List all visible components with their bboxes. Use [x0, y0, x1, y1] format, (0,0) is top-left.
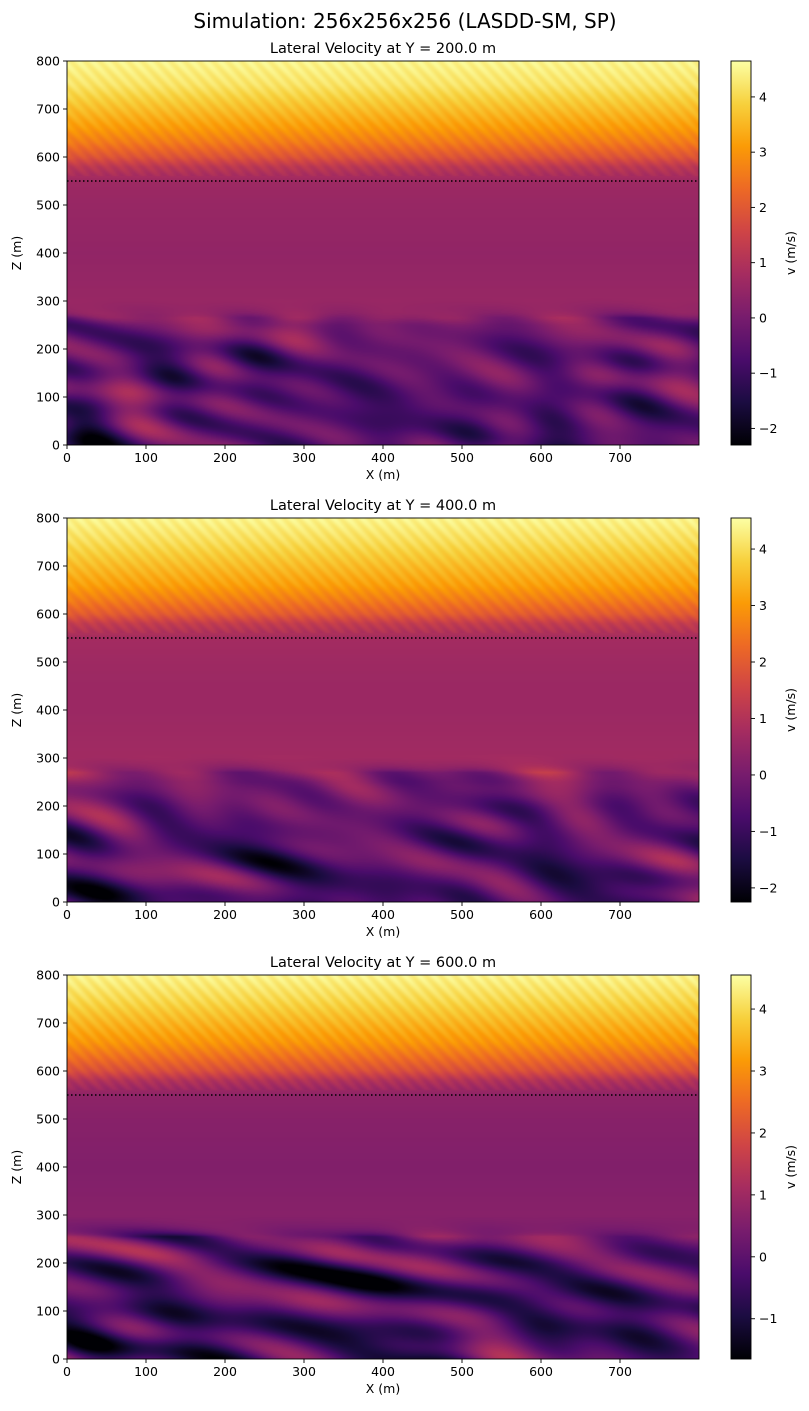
- x-tick-label: 300: [292, 907, 316, 922]
- colorbar-tick-label: 0: [759, 1249, 767, 1264]
- y-axis-label: Z (m): [9, 1150, 24, 1184]
- x-axis-label: X (m): [366, 467, 400, 482]
- x-axis-label: X (m): [366, 924, 400, 939]
- colorbar-tick-label: 3: [759, 145, 767, 160]
- colorbar-label: v (m/s): [783, 1145, 798, 1189]
- y-tick-label: 0: [52, 895, 60, 910]
- figure-suptitle: Simulation: 256x256x256 (LASDD-SM, SP): [193, 9, 616, 33]
- x-tick-label: 300: [292, 1364, 316, 1379]
- x-tick-label: 0: [63, 450, 71, 465]
- x-tick-label: 700: [608, 450, 632, 465]
- heatmap-image: [67, 975, 699, 1359]
- y-tick-label: 800: [36, 511, 60, 526]
- x-tick-label: 400: [371, 450, 395, 465]
- y-tick-label: 100: [36, 1304, 60, 1319]
- colorbar-tick-label: 0: [759, 310, 767, 325]
- x-tick-label: 100: [134, 907, 158, 922]
- x-tick-label: 500: [450, 450, 474, 465]
- colorbar-label: v (m/s): [783, 688, 798, 732]
- x-tick-label: 600: [529, 907, 553, 922]
- y-tick-label: 600: [36, 1064, 60, 1079]
- y-tick-label: 200: [36, 1256, 60, 1271]
- colorbar-tick-label: 2: [759, 655, 767, 670]
- colorbar-tick-label: 1: [759, 711, 767, 726]
- colorbar-tick-label: −1: [759, 824, 777, 839]
- x-tick-label: 100: [134, 450, 158, 465]
- y-tick-label: 400: [36, 246, 60, 261]
- y-tick-label: 700: [36, 1016, 60, 1031]
- colorbar-tick-label: 0: [759, 767, 767, 782]
- x-tick-label: 600: [529, 1364, 553, 1379]
- colorbar: [730, 60, 752, 446]
- colorbar-tick-label: 4: [759, 542, 767, 557]
- y-tick-label: 600: [36, 150, 60, 165]
- y-tick-label: 600: [36, 607, 60, 622]
- y-tick-label: 300: [36, 294, 60, 309]
- panel-title: Lateral Velocity at Y = 200.0 m: [270, 41, 496, 57]
- x-tick-label: 200: [213, 907, 237, 922]
- y-tick-label: 800: [36, 54, 60, 69]
- colorbar-tick-label: 3: [759, 598, 767, 613]
- colorbar-tick-label: 3: [759, 1064, 767, 1079]
- colorbar: [730, 974, 752, 1360]
- y-tick-label: 0: [52, 1352, 60, 1367]
- y-tick-label: 300: [36, 1208, 60, 1223]
- y-tick-label: 500: [36, 198, 60, 213]
- y-tick-label: 200: [36, 799, 60, 814]
- colorbar-tick-label: 1: [759, 255, 767, 270]
- panel-title: Lateral Velocity at Y = 600.0 m: [270, 955, 496, 971]
- colorbar-tick-label: 4: [759, 1002, 767, 1017]
- colorbar-tick-label: 2: [759, 200, 767, 215]
- colorbar-tick-label: −2: [759, 421, 777, 436]
- heatmap-image: [67, 61, 699, 445]
- colorbar-tick-label: 1: [759, 1187, 767, 1202]
- y-tick-label: 300: [36, 751, 60, 766]
- x-tick-label: 0: [63, 1364, 71, 1379]
- panel-2: Lateral Velocity at Y = 400.0 m0 100 200 30…: [9, 498, 798, 939]
- colorbar-tick-label: 4: [759, 89, 767, 104]
- y-tick-label: 700: [36, 559, 60, 574]
- colorbar: [730, 517, 752, 903]
- x-tick-label: 200: [213, 1364, 237, 1379]
- x-tick-label: 400: [371, 907, 395, 922]
- y-tick-label: 700: [36, 102, 60, 117]
- colorbar-tick-label: 2: [759, 1125, 767, 1140]
- x-axis-label: X (m): [366, 1381, 400, 1396]
- x-tick-label: 300: [292, 450, 316, 465]
- panel-3: Lateral Velocity at Y = 600.0 m0 100 200 30…: [9, 955, 798, 1396]
- y-tick-label: 100: [36, 847, 60, 862]
- colorbar-tick-label: −1: [759, 366, 777, 381]
- x-tick-label: 0: [63, 907, 71, 922]
- y-axis-label: Z (m): [9, 236, 24, 270]
- x-tick-label: 500: [450, 907, 474, 922]
- y-tick-label: 800: [36, 968, 60, 983]
- x-tick-label: 400: [371, 1364, 395, 1379]
- y-tick-label: 0: [52, 438, 60, 453]
- y-axis-label: Z (m): [9, 693, 24, 727]
- panel-1: Lateral Velocity at Y = 200.0 m0 100 200 30…: [9, 41, 798, 482]
- colorbar-tick-label: −2: [759, 880, 777, 895]
- y-tick-label: 200: [36, 342, 60, 357]
- y-tick-label: 100: [36, 390, 60, 405]
- colorbar-label: v (m/s): [783, 231, 798, 275]
- x-tick-label: 100: [134, 1364, 158, 1379]
- heatmap-image: [67, 518, 699, 902]
- y-tick-label: 500: [36, 655, 60, 670]
- x-tick-label: 600: [529, 450, 553, 465]
- y-tick-label: 400: [36, 703, 60, 718]
- colorbar-tick-label: −1: [759, 1311, 777, 1326]
- x-tick-label: 700: [608, 907, 632, 922]
- x-tick-label: 700: [608, 1364, 632, 1379]
- x-tick-label: 500: [450, 1364, 474, 1379]
- y-tick-label: 400: [36, 1160, 60, 1175]
- y-tick-label: 500: [36, 1112, 60, 1127]
- x-tick-label: 200: [213, 450, 237, 465]
- panel-title: Lateral Velocity at Y = 400.0 m: [270, 498, 496, 514]
